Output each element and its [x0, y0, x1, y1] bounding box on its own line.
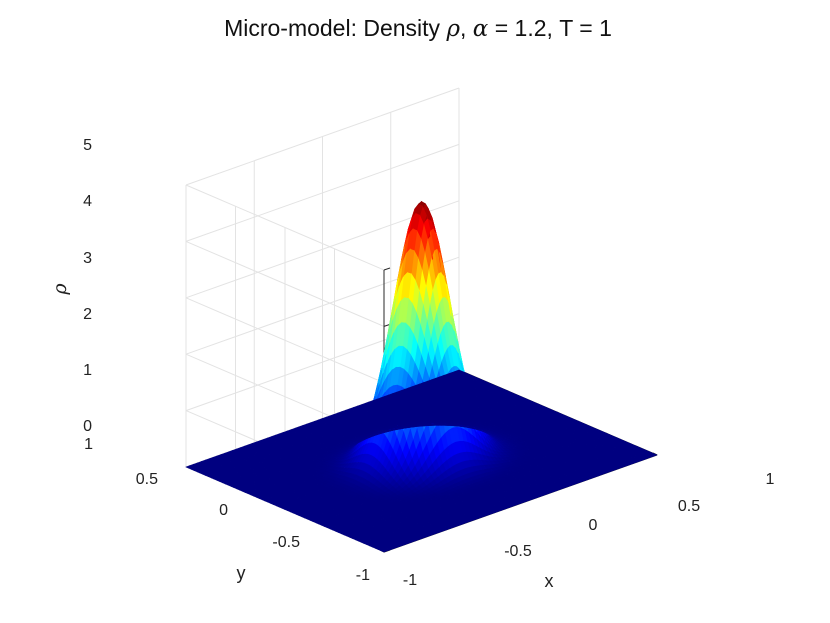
grid-line-back-wall-z [185, 143, 460, 242]
y-tick-label: 0 [219, 502, 228, 519]
title-rho-symbol: ρ [445, 16, 460, 42]
z-axis-ticks: 0 1 2 3 4 5 [83, 137, 92, 435]
z-tick-label: 5 [83, 137, 92, 154]
x-axis-label: x [545, 571, 554, 591]
x-tick-label: 0.5 [678, 498, 700, 515]
chart-title: Micro-model: Density ρ, α = 1.2, T = 1 [224, 15, 612, 42]
z-axis-label: ρ [49, 283, 71, 296]
title-prefix: Micro-model: Density [224, 15, 446, 41]
y-tick-label: -0.5 [272, 534, 300, 551]
grid-line-left-wall-z [185, 240, 385, 327]
y-tick-label: 1 [84, 436, 93, 453]
grid-line-left-wall-z [185, 184, 385, 271]
z-tick-label: 4 [83, 193, 92, 210]
x-tick-label: -0.5 [504, 543, 532, 560]
y-tick-label: 0.5 [136, 471, 158, 488]
z-tick-mark [383, 267, 391, 271]
y-axis-label: y [237, 563, 246, 583]
z-tick-mark [383, 323, 391, 327]
x-tick-label: 0 [589, 517, 598, 534]
density-surface [185, 200, 658, 553]
y-tick-label: -1 [356, 567, 370, 584]
x-tick-label: 1 [766, 471, 775, 488]
z-tick-label: 2 [83, 306, 92, 323]
z-tick-label: 3 [83, 250, 92, 267]
title-separator: , [460, 15, 473, 41]
grid-line-back-wall-z [185, 87, 460, 186]
title-suffix: = 1.2, T = 1 [488, 15, 612, 41]
x-tick-label: -1 [403, 572, 417, 589]
grid-line-left-wall-z [185, 297, 385, 384]
title-alpha-symbol: α [473, 16, 489, 42]
axes-box [185, 87, 658, 553]
z-tick-label: 0 [83, 418, 92, 435]
z-tick-label: 1 [83, 362, 92, 379]
